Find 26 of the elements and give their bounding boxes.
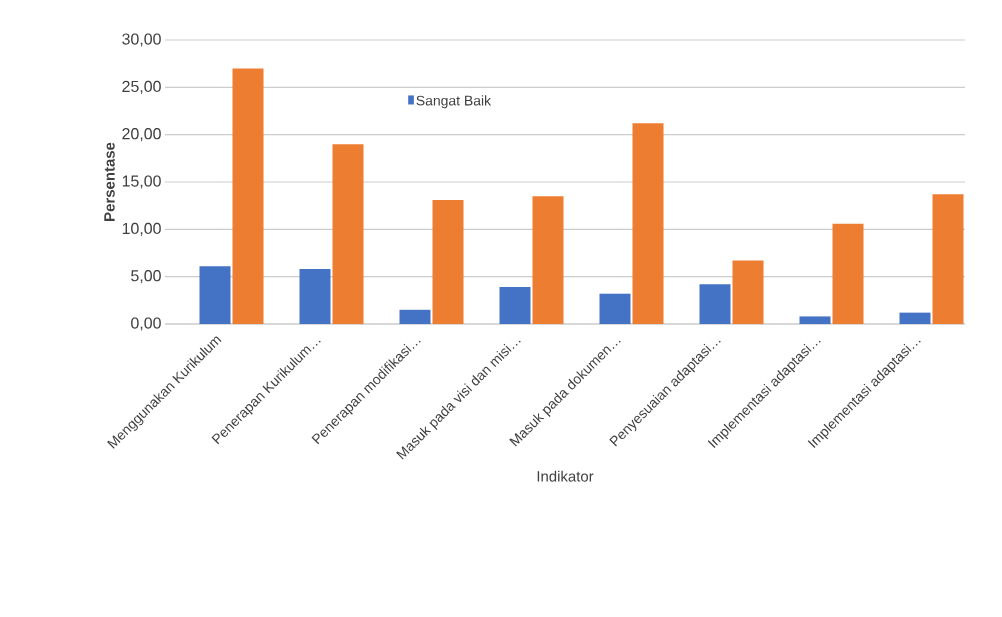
bar xyxy=(632,123,664,324)
bar xyxy=(432,199,464,324)
bar xyxy=(899,312,931,324)
y-tick-label: 25,00 xyxy=(122,80,161,94)
bar xyxy=(532,196,564,324)
bar xyxy=(732,260,764,324)
bar xyxy=(599,293,631,324)
bar xyxy=(832,223,864,324)
bar xyxy=(399,309,431,324)
y-tick-label: 0,00 xyxy=(131,317,161,331)
bar xyxy=(499,287,531,324)
bar xyxy=(799,316,831,324)
y-tick-label: 15,00 xyxy=(122,175,161,189)
bar xyxy=(332,144,364,324)
x-axis-title: Indikator xyxy=(537,470,594,482)
y-tick-label: 10,00 xyxy=(122,222,161,236)
bar xyxy=(299,269,331,324)
bar xyxy=(699,284,731,324)
legend-label: Sangat Baik xyxy=(416,95,492,109)
bar xyxy=(232,68,264,324)
y-axis-title: Persentase xyxy=(104,142,115,221)
bar xyxy=(199,266,231,324)
y-tick-label: 5,00 xyxy=(131,270,161,284)
bar xyxy=(932,194,964,324)
y-tick-label: 20,00 xyxy=(122,128,161,142)
y-tick-label: 30,00 xyxy=(122,33,161,47)
